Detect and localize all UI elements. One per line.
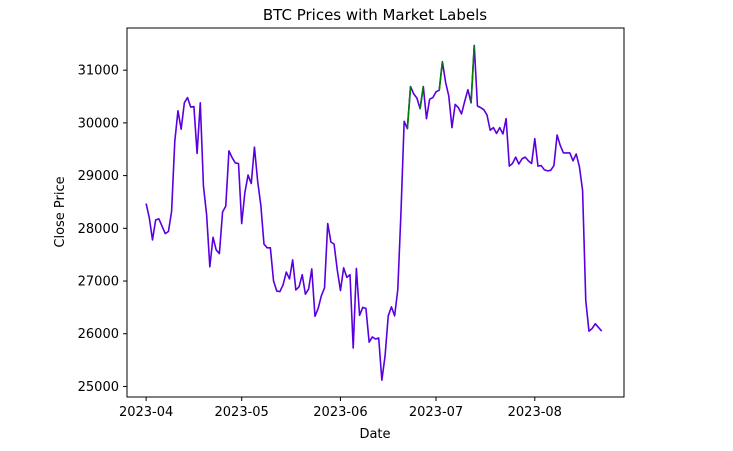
chart-title: BTC Prices with Market Labels [263,6,487,24]
price-line [145,44,603,381]
up-segment [438,61,444,91]
y-tick-label: 29000 [78,169,119,184]
x-tick-label: 2023-04 [119,405,173,420]
y-tick-label: 28000 [78,222,119,237]
y-tick-label: 31000 [78,64,119,79]
x-axis-label: Date [359,427,390,442]
y-tick-label: 25000 [78,380,119,395]
x-tick-label: 2023-06 [313,405,367,420]
up-segment [406,86,412,129]
y-tick-label: 26000 [78,327,119,342]
x-tick-label: 2023-07 [409,405,463,420]
y-axis-label: Close Price [53,176,68,247]
up-segment [470,45,476,103]
y-tick-label: 27000 [78,275,119,290]
y-axis-ticks: 25000 26000 27000 28000 29000 30000 31000 [78,64,127,395]
plot-frame [126,27,625,398]
price-series [145,44,603,381]
y-tick-label: 30000 [78,116,119,131]
x-tick-label: 2023-08 [508,405,562,420]
x-axis-ticks: 2023-04 2023-05 2023-06 2023-07 2023-08 [119,397,562,420]
x-tick-label: 2023-05 [215,405,269,420]
up-segment [419,86,425,109]
